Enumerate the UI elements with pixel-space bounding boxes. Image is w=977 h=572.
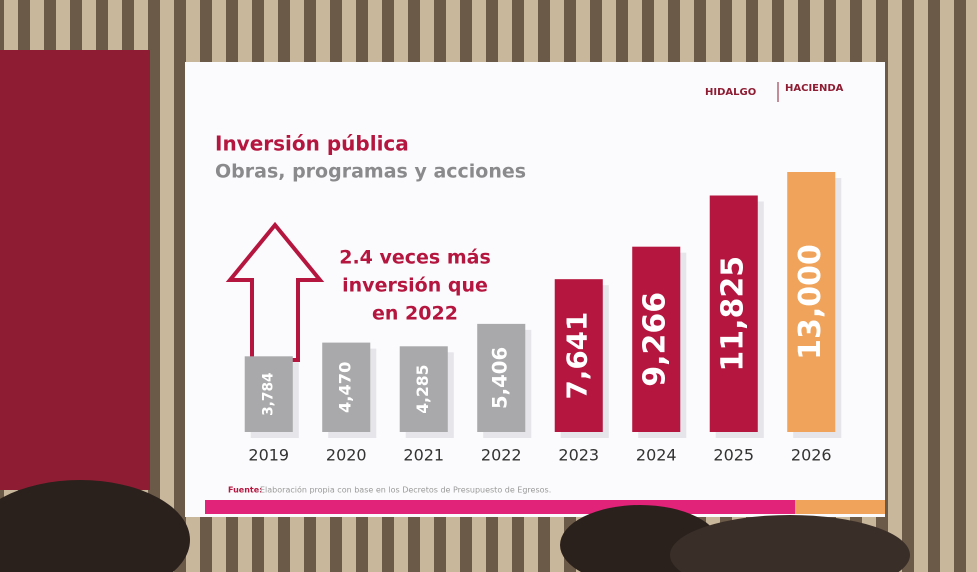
x-tick-label: 2021 [403,446,444,465]
value-label: 13,000 [793,244,828,360]
value-label: 7,641 [561,312,594,400]
bar [709,195,758,432]
x-tick-label: 2026 [791,446,832,465]
logo-text: HIDALGO [705,87,756,98]
value-label: 3,784 [261,372,277,416]
value-label: 4,285 [414,365,432,414]
bar [632,246,681,432]
audience [0,480,190,572]
x-tick-label: 2024 [636,446,677,465]
x-tick-label: 2025 [713,446,754,465]
x-tick-label: 2023 [558,446,599,465]
chart-subtitle: Obras, programas y acciones [215,161,526,183]
value-label: 5,406 [489,347,512,409]
bar [787,172,836,432]
slide [185,62,885,517]
value-label: 9,266 [638,292,673,387]
bar [399,346,448,432]
chart-title: Inversión pública [215,132,409,156]
value-label: 4,470 [336,362,355,413]
value-label: 11,825 [715,256,750,372]
bar [477,323,526,432]
audience [670,515,910,572]
annotation: en 2022 [372,303,458,325]
bar [322,342,371,432]
x-tick-label: 2022 [481,446,522,465]
annotation: inversión que [342,275,488,297]
slide-band [205,500,795,514]
bar [244,356,293,432]
side-banner [0,50,150,490]
source-label: Fuente: [228,486,262,495]
bar [554,279,603,432]
annotation: 2.4 veces más [339,247,491,269]
x-tick-label: 2019 [248,446,289,465]
source: Elaboración propia con base en los Decre… [260,485,551,495]
logo-text: HACIENDA [785,83,844,94]
slide-band-end [795,500,885,514]
x-tick-label: 2020 [326,446,367,465]
